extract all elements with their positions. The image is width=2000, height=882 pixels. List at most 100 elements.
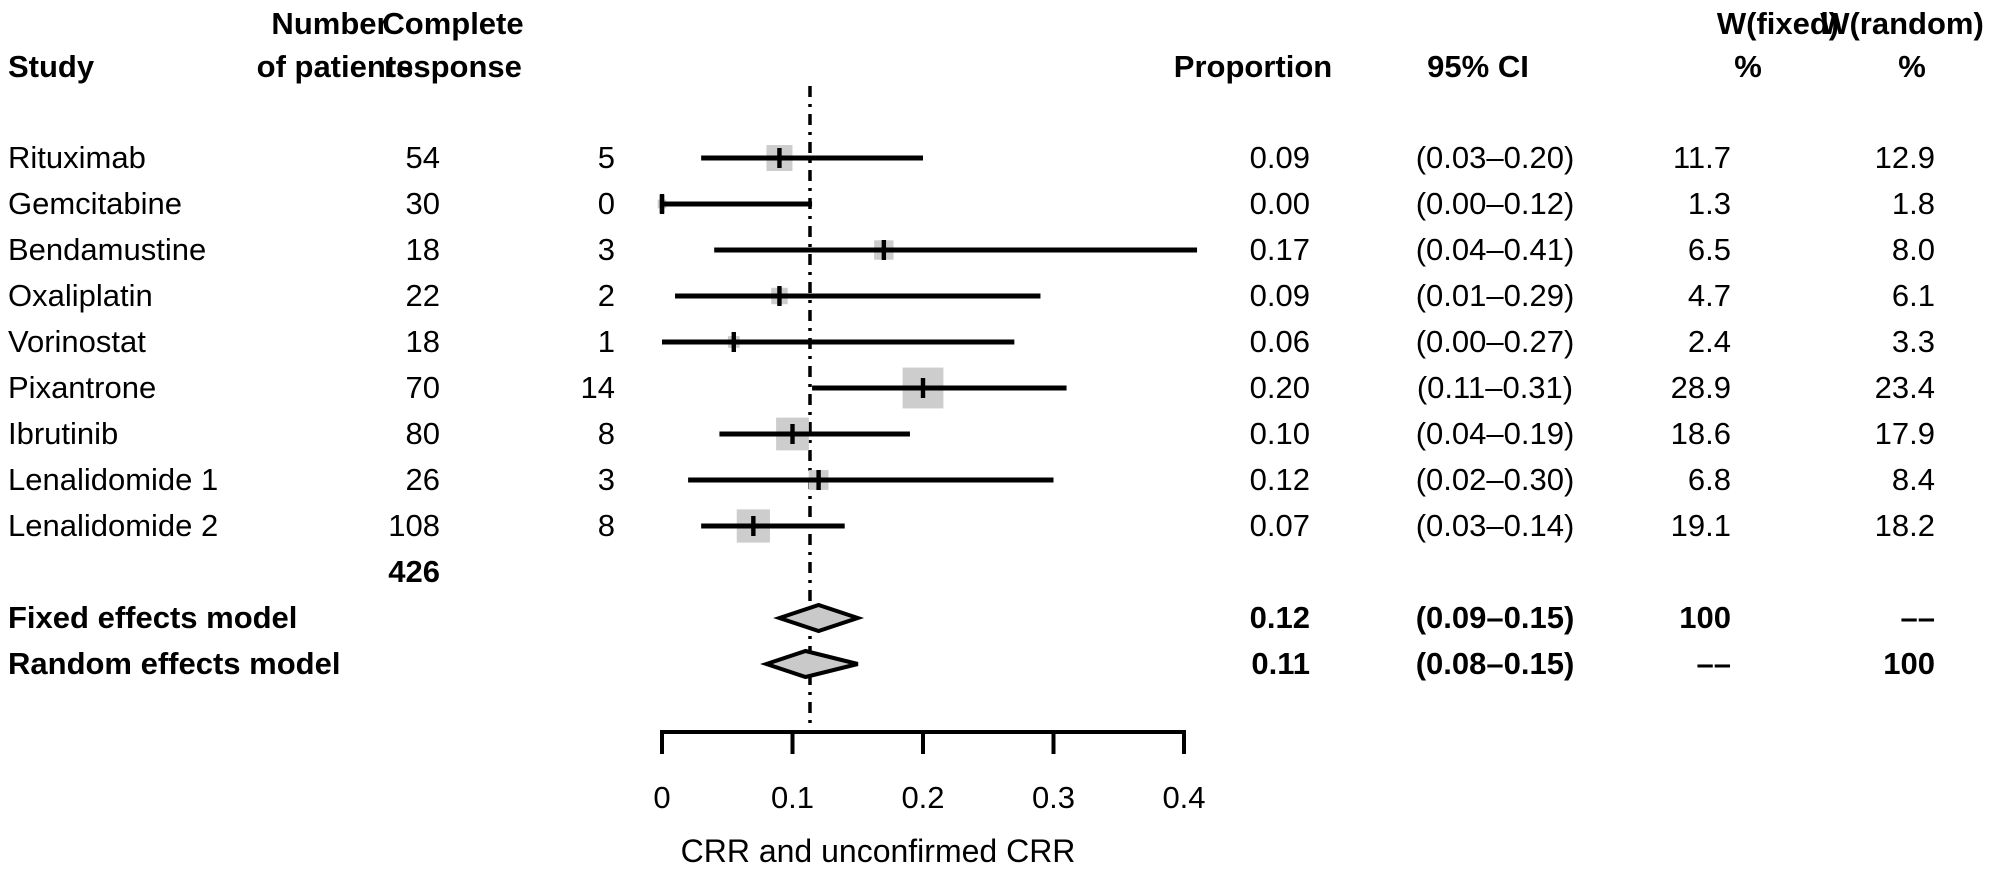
patients-count: 22 [405,278,440,313]
w-random-value: 8.0 [1891,232,1935,267]
w-random-value: 17.9 [1874,416,1935,451]
study-row: Vorinostat 18 1 0.06 (0.00–0.27) 2.4 3.3 [0,319,2000,365]
response-count: 1 [597,324,615,359]
study-name: Lenalidomide 1 [8,462,219,497]
w-fixed-value: 4.7 [1687,278,1731,313]
study-name: Gemcitabine [8,186,183,221]
study-row: Pixantrone 70 14 0.20 (0.11–0.31) 28.9 23.4 [0,365,2000,411]
w-random-value: 100 [1883,646,1935,681]
ci-value: (0.00–0.12) [1415,186,1575,221]
w-fixed-value: 18.6 [1670,416,1731,451]
model-row: Fixed effects model 0.12 (0.09–0.15) 100 –– [0,595,2000,641]
study-name: Rituximab [8,140,146,175]
model-row: Random effects model 0.11 (0.08–0.15) –– 100 [0,641,2000,687]
study-row: Gemcitabine 30 0 0.00 (0.00–0.12) 1.3 1.8 [0,181,2000,227]
header-w-random-pct: % [1898,49,1926,84]
response-count: 8 [597,416,615,451]
w-fixed-value: 19.1 [1670,508,1731,543]
response-count: 8 [597,508,615,543]
study-name: Ibrutinib [8,416,119,451]
study-row: Lenalidomide 2 108 8 0.07 (0.03–0.14) 19.1 18.… [0,503,2000,549]
x-tick-label: 0.1 [771,780,814,815]
study-row: Ibrutinib 80 8 0.10 (0.04–0.19) 18.6 17.9 [0,411,2000,457]
x-tick-label: 0.3 [1032,780,1075,815]
w-fixed-value: 6.8 [1687,462,1731,497]
patients-count: 80 [405,416,440,451]
header-patients-line2: of patients [256,49,414,84]
ci-value: (0.03–0.14) [1415,508,1575,543]
header-w-random: W(random) [1820,6,1984,41]
study-row: Lenalidomide 1 26 3 0.12 (0.02–0.30) 6.8 8.4 [0,457,2000,503]
patients-total: 426 [388,554,440,589]
x-tick-label: 0.4 [1162,780,1205,815]
x-axis-label: CRR and unconfirmed CRR [681,833,1076,869]
study-name: Bendamustine [8,232,207,267]
ci-value: (0.08–0.15) [1415,646,1575,681]
header-study: Study [8,49,95,84]
ci-value: (0.11–0.31) [1416,370,1574,405]
model-name: Random effects model [8,646,341,681]
response-count: 5 [597,140,615,175]
header-response-line1: Complete [382,6,524,41]
header-w-fixed: W(fixed) [1716,6,1840,41]
response-count: 0 [597,186,615,221]
header-response-line2: response [384,49,522,84]
ci-value: (0.09–0.15) [1415,600,1575,635]
ci-value: (0.02–0.30) [1415,462,1575,497]
ci-value: (0.00–0.27) [1415,324,1575,359]
header-w-fixed-pct: % [1734,49,1762,84]
study-name: Lenalidomide 2 [8,508,219,543]
proportion-value: 0.09 [1249,278,1310,313]
w-fixed-value: 6.5 [1687,232,1731,267]
study-name: Vorinostat [8,324,146,359]
ci-value: (0.04–0.19) [1415,416,1575,451]
proportion-value: 0.06 [1249,324,1310,359]
proportion-value: 0.12 [1249,600,1310,635]
proportion-value: 0.11 [1251,646,1310,681]
w-fixed-value: 11.7 [1672,140,1731,175]
response-count: 14 [580,370,615,405]
proportion-value: 0.00 [1249,186,1310,221]
proportion-value: 0.07 [1249,508,1310,543]
ci-value: (0.04–0.41) [1415,232,1575,267]
ci-value: (0.01–0.29) [1415,278,1575,313]
w-random-value: 18.2 [1874,508,1935,543]
w-fixed-value: 2.4 [1687,324,1731,359]
w-random-value: 12.9 [1874,140,1935,175]
study-row: Bendamustine 18 3 0.17 (0.04–0.41) 6.5 8.0 [0,227,2000,273]
patients-count: 18 [405,324,440,359]
header-ci: 95% CI [1427,49,1529,84]
response-count: 3 [597,462,615,497]
w-random-value: 23.4 [1874,370,1935,405]
patients-count: 26 [405,462,440,497]
w-fixed-value: 28.9 [1670,370,1731,405]
patients-count: 108 [388,508,440,543]
study-name: Pixantrone [8,370,157,405]
w-fixed-value: 100 [1679,600,1731,635]
patients-count: 70 [405,370,440,405]
ci-value: (0.03–0.20) [1415,140,1575,175]
w-fixed-value: 1.3 [1687,186,1731,221]
study-row: Rituximab 54 5 0.09 (0.03–0.20) 11.7 12.9 [0,135,2000,181]
response-count: 3 [597,232,615,267]
w-random-value: 6.1 [1891,278,1935,313]
w-random-value: 8.4 [1891,462,1935,497]
w-random-value: –– [1900,600,1935,635]
w-random-value: 1.8 [1891,186,1935,221]
model-name: Fixed effects model [8,600,298,635]
study-name: Oxaliplatin [8,278,153,313]
patients-count: 30 [405,186,440,221]
proportion-value: 0.20 [1249,370,1310,405]
patients-count: 18 [405,232,440,267]
header-patients-line1: Number [271,6,389,41]
totals-row: 426 [0,549,2000,595]
patients-count: 54 [405,140,440,175]
x-tick-label: 0.2 [901,780,944,815]
w-fixed-value: –– [1696,646,1731,681]
proportion-value: 0.09 [1249,140,1310,175]
proportion-value: 0.10 [1249,416,1310,451]
proportion-value: 0.17 [1249,232,1310,267]
header-proportion: Proportion [1173,49,1333,84]
x-tick-label: 0 [653,780,670,815]
